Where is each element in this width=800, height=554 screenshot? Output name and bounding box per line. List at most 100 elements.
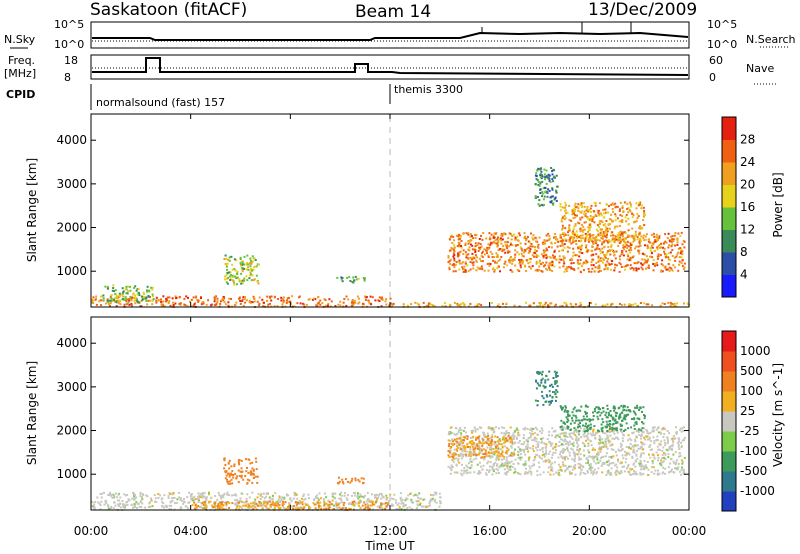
data-cell bbox=[488, 262, 491, 265]
data-cell bbox=[316, 494, 319, 497]
data-cell bbox=[540, 170, 543, 173]
data-cell bbox=[470, 233, 472, 236]
data-cell bbox=[476, 445, 479, 448]
data-cell bbox=[634, 238, 637, 241]
data-cell bbox=[500, 234, 503, 237]
data-cell bbox=[536, 268, 539, 271]
data-cell bbox=[620, 266, 623, 268]
data-cell bbox=[586, 230, 589, 233]
data-cell bbox=[453, 471, 456, 474]
data-cell bbox=[362, 477, 365, 480]
data-cell bbox=[602, 224, 605, 227]
data-cell bbox=[495, 455, 498, 458]
data-cell bbox=[493, 431, 496, 433]
data-cell bbox=[542, 397, 545, 400]
data-cell bbox=[614, 414, 617, 417]
data-cell bbox=[554, 242, 557, 245]
data-cell bbox=[652, 427, 654, 429]
data-cell bbox=[485, 237, 488, 240]
data-cell bbox=[558, 255, 561, 258]
data-cell bbox=[679, 428, 681, 431]
data-cell bbox=[563, 434, 566, 437]
data-cell bbox=[390, 302, 393, 305]
data-cell bbox=[578, 305, 581, 308]
data-cell bbox=[599, 234, 602, 237]
data-cell bbox=[495, 426, 497, 429]
data-cell bbox=[133, 503, 136, 505]
data-cell bbox=[513, 259, 516, 261]
data-cell bbox=[585, 462, 588, 465]
data-cell bbox=[666, 436, 669, 439]
data-cell bbox=[289, 497, 292, 500]
data-cell bbox=[478, 438, 480, 441]
data-cell bbox=[571, 259, 574, 262]
freq-series bbox=[92, 57, 689, 76]
data-cell bbox=[669, 447, 672, 450]
data-cell bbox=[645, 261, 648, 264]
data-cell bbox=[614, 225, 617, 228]
data-cell bbox=[587, 432, 590, 435]
data-cell bbox=[586, 207, 589, 209]
data-cell bbox=[595, 472, 598, 475]
data-cell bbox=[211, 504, 214, 507]
data-cell bbox=[233, 463, 236, 466]
data-cell bbox=[535, 387, 538, 390]
data-cell bbox=[583, 435, 586, 438]
data-cell bbox=[542, 254, 545, 257]
data-cell bbox=[655, 261, 658, 264]
data-cell bbox=[544, 242, 546, 245]
data-cell bbox=[642, 472, 645, 475]
data-cell bbox=[612, 210, 615, 213]
data-cell bbox=[567, 425, 570, 428]
data-cell bbox=[126, 298, 129, 301]
data-cell bbox=[555, 190, 558, 193]
data-cell bbox=[606, 437, 609, 440]
data-cell bbox=[248, 277, 251, 280]
data-cell bbox=[176, 498, 179, 501]
data-cell bbox=[578, 419, 581, 422]
data-cell bbox=[590, 434, 593, 437]
data-cell bbox=[590, 204, 593, 207]
data-cell bbox=[597, 267, 600, 270]
data-cell bbox=[491, 465, 494, 468]
data-cell bbox=[606, 416, 609, 419]
data-cell bbox=[498, 438, 501, 441]
data-cell bbox=[580, 204, 583, 207]
data-cell bbox=[645, 466, 648, 469]
data-cell bbox=[602, 233, 605, 236]
data-cell bbox=[205, 506, 208, 509]
data-cell bbox=[458, 261, 461, 264]
data-cell bbox=[612, 407, 615, 409]
data-cell bbox=[653, 249, 656, 252]
data-cell bbox=[507, 465, 510, 468]
data-cell bbox=[536, 449, 539, 452]
data-cell bbox=[495, 252, 498, 255]
data-cell bbox=[623, 470, 626, 473]
data-cell bbox=[601, 304, 604, 307]
data-cell bbox=[151, 299, 154, 302]
data-cell bbox=[530, 433, 533, 436]
data-cell bbox=[149, 505, 152, 508]
data-cell bbox=[567, 234, 570, 237]
data-cell bbox=[317, 302, 320, 305]
data-cell bbox=[520, 260, 523, 263]
data-cell bbox=[621, 219, 624, 222]
data-cell bbox=[100, 496, 103, 499]
data-cell bbox=[490, 233, 493, 236]
data-cell bbox=[404, 504, 407, 507]
data-cell bbox=[494, 435, 497, 438]
data-cell bbox=[202, 301, 205, 303]
data-cell bbox=[544, 264, 547, 267]
data-cell bbox=[673, 302, 676, 305]
data-cell bbox=[304, 502, 307, 505]
data-cell bbox=[612, 430, 615, 433]
data-cell bbox=[667, 456, 670, 459]
data-cell bbox=[590, 270, 593, 273]
data-cell bbox=[579, 304, 582, 307]
data-cell bbox=[227, 482, 230, 485]
data-cell bbox=[576, 448, 578, 451]
data-cell bbox=[143, 293, 145, 296]
data-cell bbox=[249, 462, 252, 465]
data-cell bbox=[571, 411, 574, 414]
data-cell bbox=[587, 267, 590, 270]
